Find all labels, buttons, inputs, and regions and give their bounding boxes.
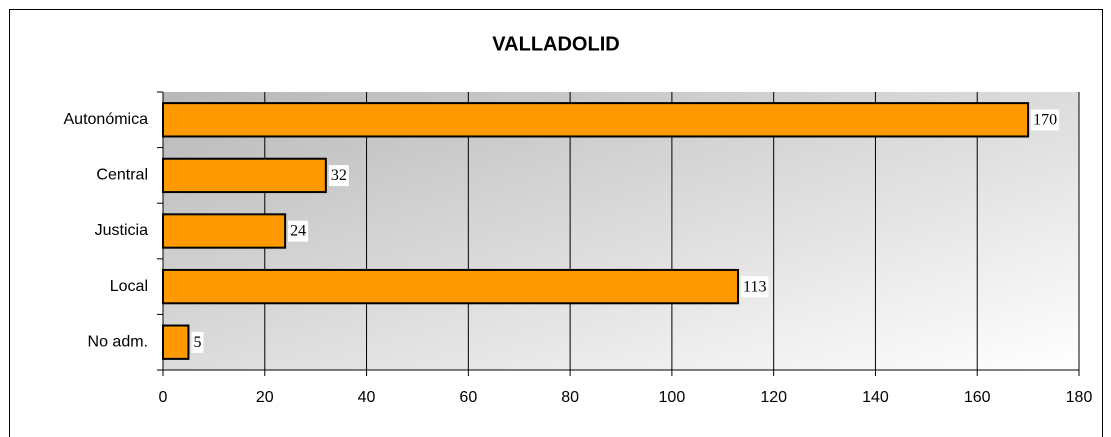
x-tick-label: 20: [256, 389, 274, 406]
value-label-bg: [1031, 109, 1060, 131]
x-tick-label: 180: [1066, 389, 1093, 406]
value-label: 5: [193, 334, 201, 351]
y-tick-label: No adm.: [88, 333, 148, 350]
y-tick-label: Justicia: [95, 222, 148, 239]
value-label-bg: [191, 331, 204, 353]
plot-area: [163, 92, 1079, 370]
y-tick-label: Autonómica: [64, 111, 149, 128]
chart-title: VALLADOLID: [492, 33, 619, 55]
value-label-bg: [328, 165, 349, 187]
value-label-bg: [741, 276, 769, 298]
value-label: 32: [331, 167, 347, 184]
value-label: 113: [743, 278, 766, 295]
x-tick-label: 160: [964, 389, 991, 406]
x-tick-label: 140: [862, 389, 889, 406]
bar: [162, 102, 1030, 138]
x-tick-label: 40: [358, 389, 376, 406]
y-tick-label: Local: [110, 278, 148, 295]
x-tick-label: 60: [459, 389, 477, 406]
y-tick-label: Central: [96, 167, 148, 184]
bar: [162, 268, 740, 305]
x-tick-label: 0: [159, 389, 168, 406]
x-tick-label: 80: [561, 389, 579, 406]
value-label-bg: [288, 220, 309, 242]
bar: [162, 157, 327, 194]
bar: [162, 324, 190, 360]
value-label: 170: [1033, 111, 1057, 128]
bar: [162, 213, 287, 249]
value-label: 24: [290, 223, 306, 240]
x-tick-label: 100: [659, 389, 686, 406]
x-tick-label: 120: [760, 389, 787, 406]
